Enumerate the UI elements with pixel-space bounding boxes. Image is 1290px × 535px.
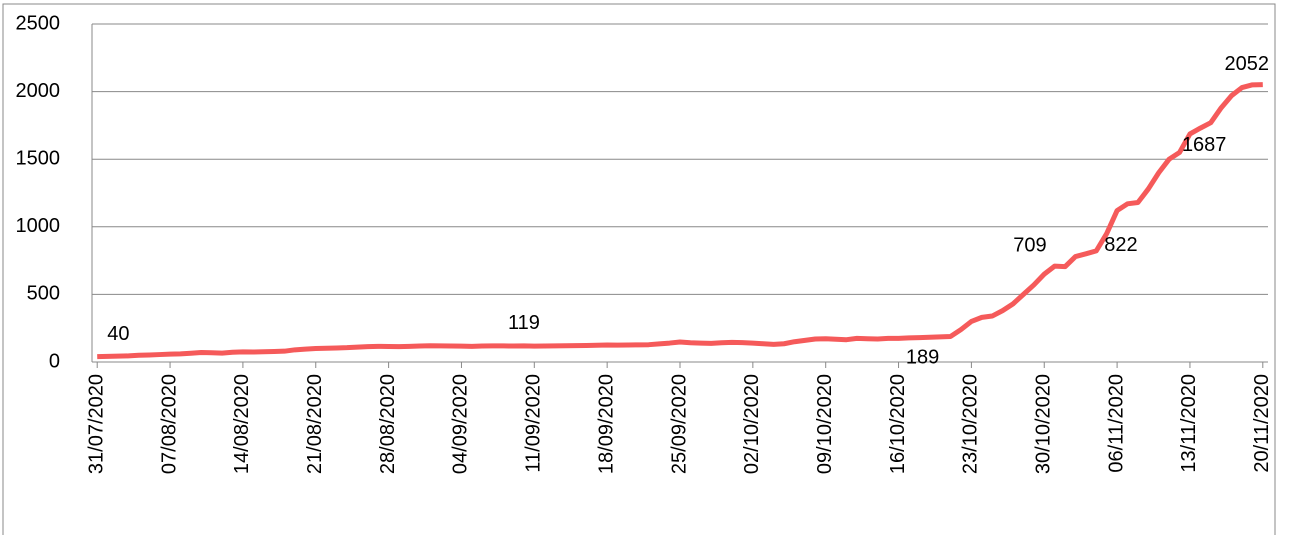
y-tick-label: 2000 <box>16 80 61 102</box>
data-label: 709 <box>1013 234 1046 256</box>
x-tick-label: 30/10/2020 <box>1033 374 1055 474</box>
data-label: 2052 <box>1225 53 1270 75</box>
x-tick-label: 25/09/2020 <box>668 374 690 474</box>
x-tick-label: 23/10/2020 <box>960 374 982 474</box>
y-tick-label: 1000 <box>16 215 61 237</box>
x-tick-label: 16/10/2020 <box>887 374 909 474</box>
data-label: 189 <box>906 347 939 369</box>
data-label: 822 <box>1104 234 1137 256</box>
x-tick-label: 02/10/2020 <box>741 374 763 474</box>
y-tick-label: 0 <box>49 350 60 372</box>
y-tick-label: 1500 <box>16 147 61 169</box>
data-line <box>97 82 1263 360</box>
data-label: 119 <box>508 312 540 334</box>
x-tick-label: 20/11/2020 <box>1251 374 1273 473</box>
data-label: 1687 <box>1182 134 1227 156</box>
x-tick-label: 28/08/2020 <box>377 374 399 474</box>
x-tick-label: 11/09/2020 <box>523 374 545 473</box>
x-tick-label: 13/11/2020 <box>1178 374 1200 473</box>
y-tick-label: 2500 <box>16 12 61 34</box>
x-tick-label: 21/08/2020 <box>304 374 326 474</box>
x-tick-label: 06/11/2020 <box>1105 374 1127 473</box>
data-label: 40 <box>107 323 129 345</box>
chart-frame <box>2 3 1276 535</box>
y-tick-label: 500 <box>27 283 60 305</box>
x-tick-label: 07/08/2020 <box>158 374 180 474</box>
x-tick-label: 04/09/2020 <box>450 374 472 474</box>
x-tick-label: 14/08/2020 <box>231 374 253 474</box>
x-tick-label: 09/10/2020 <box>814 374 836 474</box>
x-tick-label: 18/09/2020 <box>595 374 617 474</box>
x-tick-label: 31/07/2020 <box>85 374 107 474</box>
